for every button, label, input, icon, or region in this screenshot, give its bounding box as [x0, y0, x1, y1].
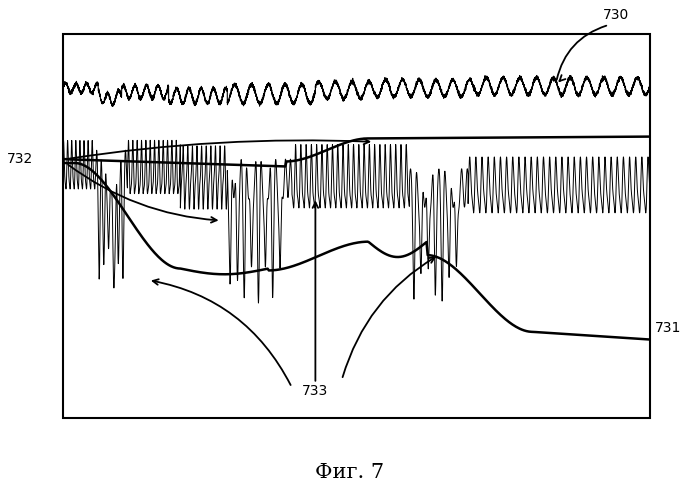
- Text: 730: 730: [603, 8, 629, 22]
- Text: 733: 733: [302, 384, 329, 398]
- Text: 731: 731: [655, 321, 681, 335]
- Text: 732: 732: [7, 152, 34, 166]
- Text: Фиг. 7: Фиг. 7: [315, 463, 384, 482]
